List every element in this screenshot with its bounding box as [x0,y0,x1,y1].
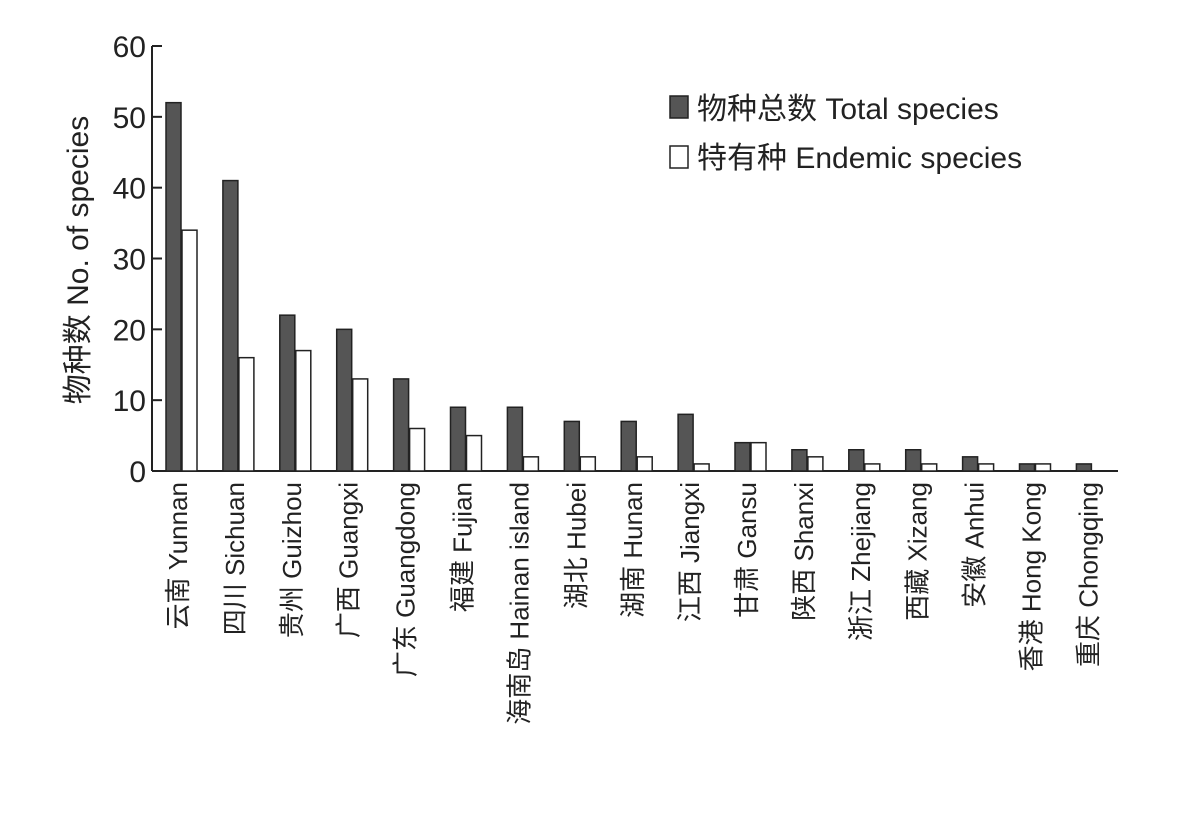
bar-endemic [465,434,483,472]
bar-total [506,406,524,472]
bar-endemic [693,463,710,472]
bar-endemic [750,441,767,472]
bar-total [848,449,865,472]
category-label: 湖北 Hubei [561,482,591,609]
legend-label-total: 物种总数 Total species [697,93,999,126]
category-label: 江西 Jiangxi [675,482,705,622]
category-label: 陕西 Shanxi [789,482,819,621]
bar-total [904,449,922,472]
legend-swatch-endemic [669,145,689,169]
category-label: 浙江 Zhejiang [846,482,876,641]
legend-label-endemic: 特有种 Endemic species [697,142,1022,175]
bar-total [1075,463,1093,472]
bar-total [335,328,353,472]
bar-total [677,413,694,472]
bar-total [279,314,296,472]
legend-swatch-total [669,95,689,119]
bar-endemic [181,229,198,472]
category-label: 广东 Guangdong [391,482,421,677]
category-label: 西藏 Xizang [903,482,933,621]
bar-total [449,406,467,472]
bar-endemic [238,356,255,472]
bar-endemic [522,456,540,472]
bar-total [563,420,581,472]
bar-total [620,420,637,472]
bar-total [791,449,808,472]
bar-total [165,101,182,472]
category-label: 重庆 Chongqing [1073,482,1103,667]
bar-endemic [295,349,312,472]
bar-endemic [579,456,597,472]
y-tick-label: 30 [113,244,146,277]
category-label: 贵州 Guizhou [277,482,307,638]
bar-endemic [1034,463,1052,472]
y-axis-label: 物种数 No. of species [62,116,95,404]
bar-total [961,456,979,472]
bar-total [222,179,239,472]
y-tick-label: 40 [113,173,146,206]
category-label: 云南 Yunnan [163,482,193,629]
bar-endemic [408,427,426,472]
category-label: 海南岛 Hainan island [504,482,534,725]
bar-total [734,441,751,472]
bar-total [392,378,410,472]
bar-total [1018,463,1036,472]
bar-endemic [977,463,995,472]
y-tick-label: 60 [113,31,146,64]
y-tick-label: 50 [113,102,146,135]
y-tick-label: 0 [129,456,146,489]
y-tick-label: 10 [113,385,146,418]
category-label: 福建 Fujian [448,482,478,612]
category-label: 四川 Sichuan [220,482,250,635]
y-tick-label: 20 [113,314,146,347]
category-label: 安徽 Anhui [960,482,990,608]
bar-endemic [920,463,938,472]
bar-endemic [807,456,824,472]
category-label: 湖南 Hunan [618,482,648,618]
bar-endemic [351,378,369,472]
bar-endemic [636,456,653,472]
category-label: 甘肃 Gansu [732,482,762,618]
bar-endemic [864,463,881,472]
category-label: 香港 Hong Kong [1017,482,1047,671]
category-label: 广西 Guangxi [334,482,364,638]
